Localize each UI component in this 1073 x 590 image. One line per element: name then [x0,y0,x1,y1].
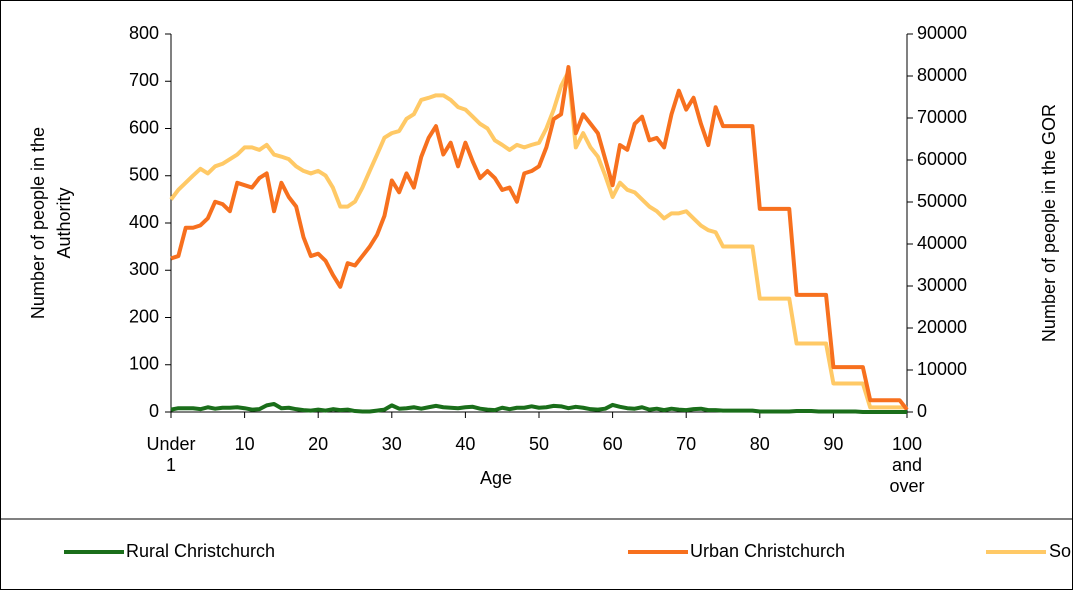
x-tick-label: 100 and over [889,434,925,496]
x-tick-label: Under 1 [146,434,196,475]
y-axis-label: Number of people in the [28,127,48,319]
y-tick-label: 200 [129,306,159,326]
y-tick-label: 0 [149,401,159,421]
x-tick-label: 60 [602,434,623,454]
x-tick-label: 50 [528,434,550,454]
x-tick-label: 10 [234,434,255,454]
y-tick-label: 700 [129,70,159,90]
y2-tick-label: 10000 [917,359,967,379]
x-tick-label: 90 [823,434,844,454]
y2-tick-label: 70000 [917,107,967,127]
y-tick-label: 100 [129,354,159,374]
y2-tick-label: 30000 [917,275,967,295]
x-tick-label: 20 [308,434,329,454]
y2-tick-label: 90000 [917,23,967,43]
x-tick-label: 80 [749,434,770,454]
x-tick-label: 30 [381,434,402,454]
y2-tick-label: 40000 [917,233,967,253]
x-axis-label: Age [480,468,512,488]
x-tick-label: 40 [455,434,476,454]
series-line [169,69,907,410]
y-tick-label: 500 [129,165,159,185]
y-tick-label: 300 [129,259,159,279]
y-axis-label: Authority [54,187,74,258]
legend-label: South West [1049,541,1072,561]
legend-label: Urban Christchurch [690,541,845,561]
y-tick-label: 800 [129,23,159,43]
y2-tick-label: 60000 [917,149,967,169]
y2-axis-label: Number of people in the GOR [1039,104,1059,342]
series-line [170,401,907,414]
y-tick-label: 600 [129,117,159,137]
y2-tick-label: 0 [917,401,927,421]
y2-tick-label: 20000 [917,317,967,337]
legend-label: Rural Christchurch [126,541,275,561]
x-tick-label: 70 [676,434,697,454]
series-line [170,65,909,411]
y2-tick-label: 50000 [917,191,967,211]
y2-tick-label: 80000 [917,65,967,85]
y-tick-label: 400 [129,212,159,232]
